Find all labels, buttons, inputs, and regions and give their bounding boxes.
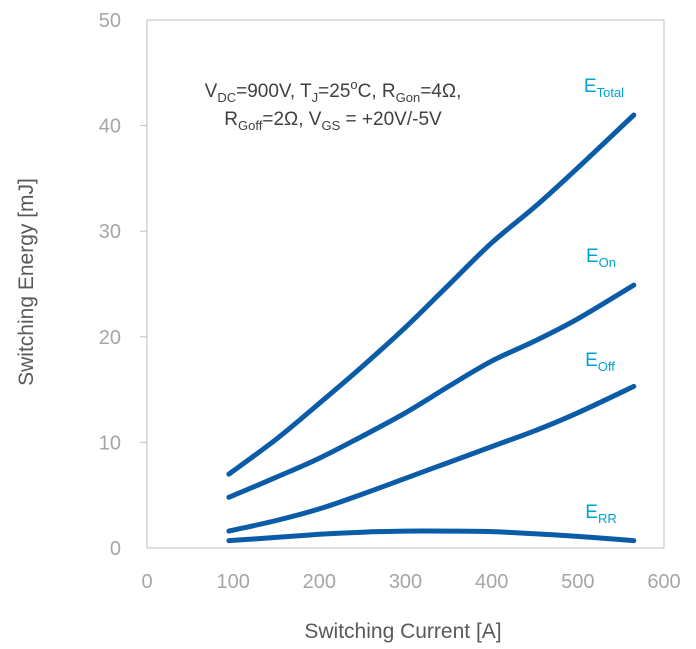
y-tick-label: 0 — [110, 538, 121, 560]
series-line-on — [226, 282, 637, 500]
series-line-rr — [226, 528, 637, 544]
y-tick-label: 40 — [99, 116, 121, 138]
x-axis-ticks: 0 100 200 300 400 500 600 — [141, 571, 680, 593]
annotation-line-2: RGoff=2Ω, VGS = +20V/-5V — [224, 109, 442, 133]
x-tick-label: 300 — [389, 571, 422, 593]
y-axis-ticks: 0 10 20 30 40 50 — [99, 10, 147, 560]
x-tick-label: 600 — [647, 571, 680, 593]
y-tick-label: 20 — [99, 327, 121, 349]
y-axis-title: Switching Energy [mJ] — [15, 178, 38, 386]
x-tick-label: 400 — [475, 571, 508, 593]
x-tick-label: 0 — [141, 571, 152, 593]
series-label-rr: ERR — [585, 502, 616, 526]
series-line-off — [226, 383, 637, 534]
y-tick-label: 30 — [99, 221, 121, 243]
series-labels: ETotal EOn EOff ERR — [584, 76, 624, 526]
series-label-off: EOff — [585, 350, 615, 374]
annotation-line-1: VDC=900V, TJ=25oC, RGon=4Ω, — [205, 77, 462, 105]
x-axis-title: Switching Current [A] — [304, 620, 501, 643]
test-conditions-annotation: VDC=900V, TJ=25oC, RGon=4Ω, RGoff=2Ω, VG… — [158, 72, 505, 133]
annotation-background — [158, 72, 505, 132]
y-tick-label: 10 — [99, 432, 121, 454]
series-lines — [226, 112, 637, 544]
plot-frame — [146, 19, 665, 549]
series-line-total — [226, 112, 637, 477]
series-label-on: EOn — [586, 246, 616, 270]
x-tick-label: 200 — [303, 571, 336, 593]
series-label-total: ETotal — [584, 76, 624, 100]
x-tick-label: 100 — [216, 571, 249, 593]
y-tick-label: 50 — [99, 10, 121, 32]
x-tick-label: 500 — [561, 571, 594, 593]
